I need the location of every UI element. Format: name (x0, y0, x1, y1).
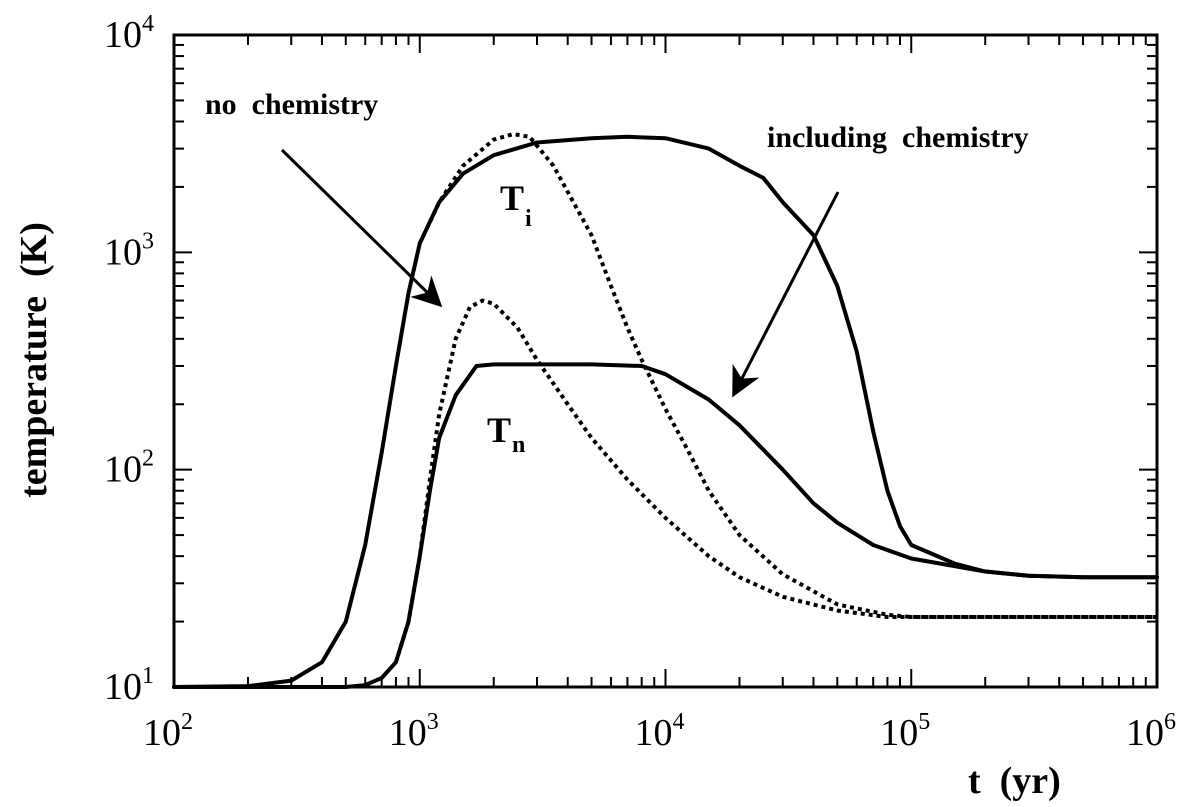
x-tick-label: 102 (143, 709, 193, 754)
x-tick-label: 106 (1126, 709, 1176, 754)
y-tick-labels: 101 102 103 104 (104, 11, 154, 708)
series-line-1 (172, 134, 1159, 689)
x-tick-label: 104 (635, 709, 685, 754)
label-tn-main: T (487, 410, 511, 450)
y-axis-label: temperature (K) (13, 222, 55, 498)
series-line-4 (393, 298, 1157, 663)
y-tick-label: 104 (104, 11, 154, 56)
label-tn-sub: n (512, 432, 525, 458)
series-line-2 (417, 132, 1157, 619)
series-line-3 (172, 362, 1159, 689)
y-tick-label: 101 (104, 663, 154, 708)
x-axis-label: t (yr) (968, 760, 1061, 802)
plot-frame (172, 33, 1159, 689)
y-tick-label: 103 (104, 228, 154, 273)
y-tick-label: 102 (104, 446, 154, 491)
series-curves (172, 132, 1159, 689)
x-tick-label: 103 (389, 709, 439, 754)
label-ti-main: T (500, 178, 524, 218)
x-tick-labels: 102 103 104 105 106 (143, 709, 1176, 754)
label-ti: T i (500, 178, 532, 232)
x-tick-label: 105 (880, 709, 930, 754)
annotation-no-chemistry: no chemistry (205, 88, 378, 121)
arrow-no-chemistry (280, 148, 443, 308)
arrow-including-chemistry (732, 191, 840, 398)
label-ti-sub: i (525, 206, 532, 232)
annotation-including-chemistry: including chemistry (767, 121, 1029, 154)
axis-ticks (174, 35, 1157, 687)
label-tn: T n (487, 410, 525, 458)
